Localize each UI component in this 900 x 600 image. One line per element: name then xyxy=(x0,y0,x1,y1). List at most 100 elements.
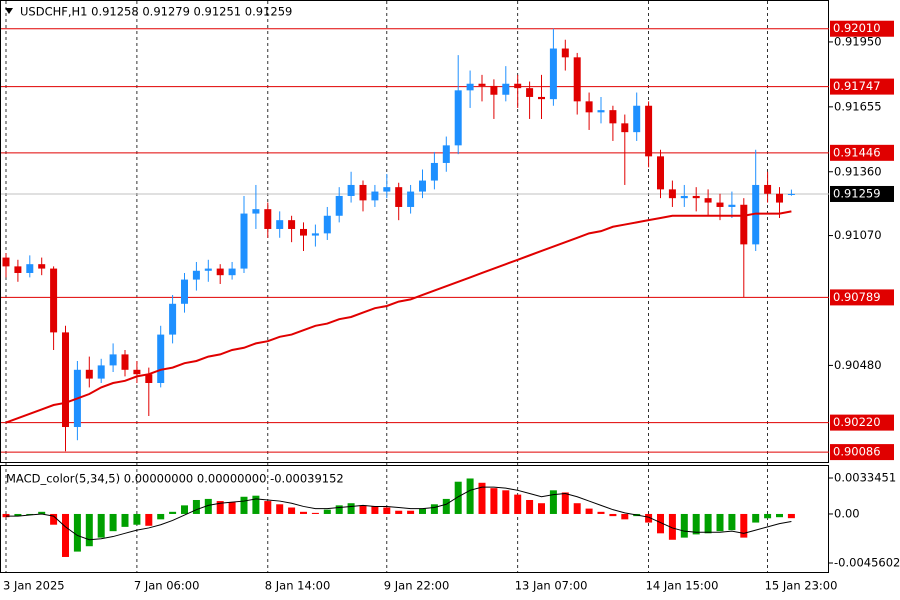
macd-bar xyxy=(109,513,117,532)
candle-body xyxy=(323,215,331,234)
candle-body xyxy=(752,184,760,245)
candle-body xyxy=(2,257,10,267)
candle-body xyxy=(169,303,177,335)
candle-body xyxy=(668,189,676,199)
candle-body xyxy=(657,156,664,190)
candle-body xyxy=(502,83,510,95)
y-tick-label: 0.90480 xyxy=(834,358,882,372)
macd-bar xyxy=(2,513,10,518)
x-tick-label: 14 Jan 15:00 xyxy=(646,579,719,593)
candle-body xyxy=(395,187,403,207)
level-tag xyxy=(830,144,894,161)
macd-bar xyxy=(490,488,498,514)
macd-bar xyxy=(371,506,379,514)
macd-bar xyxy=(740,513,748,538)
y-tick-label: 0.91655 xyxy=(834,99,882,113)
candle-body xyxy=(526,88,534,97)
candle-body xyxy=(633,105,641,133)
macd-bar xyxy=(240,496,248,514)
level-label: 0.91747 xyxy=(833,79,881,93)
macd-bar xyxy=(787,513,795,519)
macd-bar xyxy=(609,513,617,517)
candle-body xyxy=(430,162,438,181)
macd-bar xyxy=(442,498,450,514)
last-price-tag xyxy=(830,185,894,202)
x-tick-label: 8 Jan 14:00 xyxy=(265,579,331,593)
candle-body xyxy=(50,268,58,333)
candle-body xyxy=(181,279,188,304)
macd-bar xyxy=(323,509,331,514)
macd-bar xyxy=(97,513,105,538)
candle-body xyxy=(609,110,617,124)
candle-body xyxy=(85,369,93,379)
macd-bar xyxy=(252,495,260,514)
candle-body xyxy=(478,83,486,86)
level-label: 0.90086 xyxy=(833,445,881,459)
y-tick-label: -0.0045602 xyxy=(834,556,900,570)
macd-bar xyxy=(764,513,772,519)
candle-body xyxy=(728,204,736,207)
macd-bar xyxy=(38,511,46,514)
macd-bar xyxy=(561,492,569,514)
candle-body xyxy=(621,123,629,133)
level-tag xyxy=(830,414,894,431)
candle-body xyxy=(359,184,367,201)
main-panel xyxy=(0,0,829,463)
macd-bar xyxy=(395,510,403,514)
last-price-label: 0.91259 xyxy=(833,186,881,200)
macd-bar xyxy=(430,504,438,514)
macd-bar xyxy=(549,490,557,514)
macd-bar xyxy=(121,513,129,527)
candle-body xyxy=(764,184,772,194)
macd-bar xyxy=(62,513,69,557)
candle-body xyxy=(585,101,593,113)
candle-body xyxy=(157,334,165,384)
candle-body xyxy=(454,90,462,146)
candle-body xyxy=(276,220,284,229)
level-tag xyxy=(830,289,894,306)
macd-bar xyxy=(573,503,581,514)
candle-body xyxy=(145,374,153,384)
candle-body xyxy=(240,213,248,269)
menu-arrow[interactable] xyxy=(5,8,13,14)
macd-title: MACD_color(5,34,5) 0.00000000 0.00000000… xyxy=(6,472,344,486)
macd-bar xyxy=(300,511,307,514)
macd-bar xyxy=(359,505,367,514)
macd-bar xyxy=(192,499,200,514)
macd-bar xyxy=(514,494,522,514)
macd-bar xyxy=(14,513,22,517)
macd-bar xyxy=(454,481,462,514)
candle-body xyxy=(692,195,700,199)
macd-bar xyxy=(704,513,712,534)
candle-body xyxy=(311,233,319,236)
candle-body xyxy=(383,187,391,192)
macd-bar xyxy=(133,513,141,525)
x-tick-label: 7 Jan 06:00 xyxy=(134,579,200,593)
macd-bar xyxy=(585,508,593,514)
candle-body xyxy=(62,332,69,428)
candle-body xyxy=(549,48,557,100)
candle-body xyxy=(466,83,474,91)
candle-body xyxy=(133,369,141,375)
macd-bar xyxy=(169,511,177,514)
x-tick-label: 15 Jan 23:00 xyxy=(765,579,838,593)
macd-bar xyxy=(26,513,34,515)
macd-bar xyxy=(716,513,724,532)
macd-bar xyxy=(668,513,676,540)
candle-body xyxy=(561,48,569,58)
macd-bar xyxy=(752,513,760,523)
x-tick-label: 3 Jan 2025 xyxy=(3,579,65,593)
macd-signal xyxy=(6,486,792,541)
x-tick-label: 9 Jan 22:00 xyxy=(384,579,450,593)
candle-body xyxy=(645,105,653,157)
candle-body xyxy=(371,191,379,201)
candle-body xyxy=(573,57,581,102)
macd-bar xyxy=(288,507,296,514)
level-label: 0.92010 xyxy=(833,21,881,35)
candle-body xyxy=(490,85,498,95)
candle-body xyxy=(109,354,117,366)
macd-bar xyxy=(204,498,212,514)
candle-body xyxy=(97,365,105,379)
level-tag xyxy=(830,444,894,461)
